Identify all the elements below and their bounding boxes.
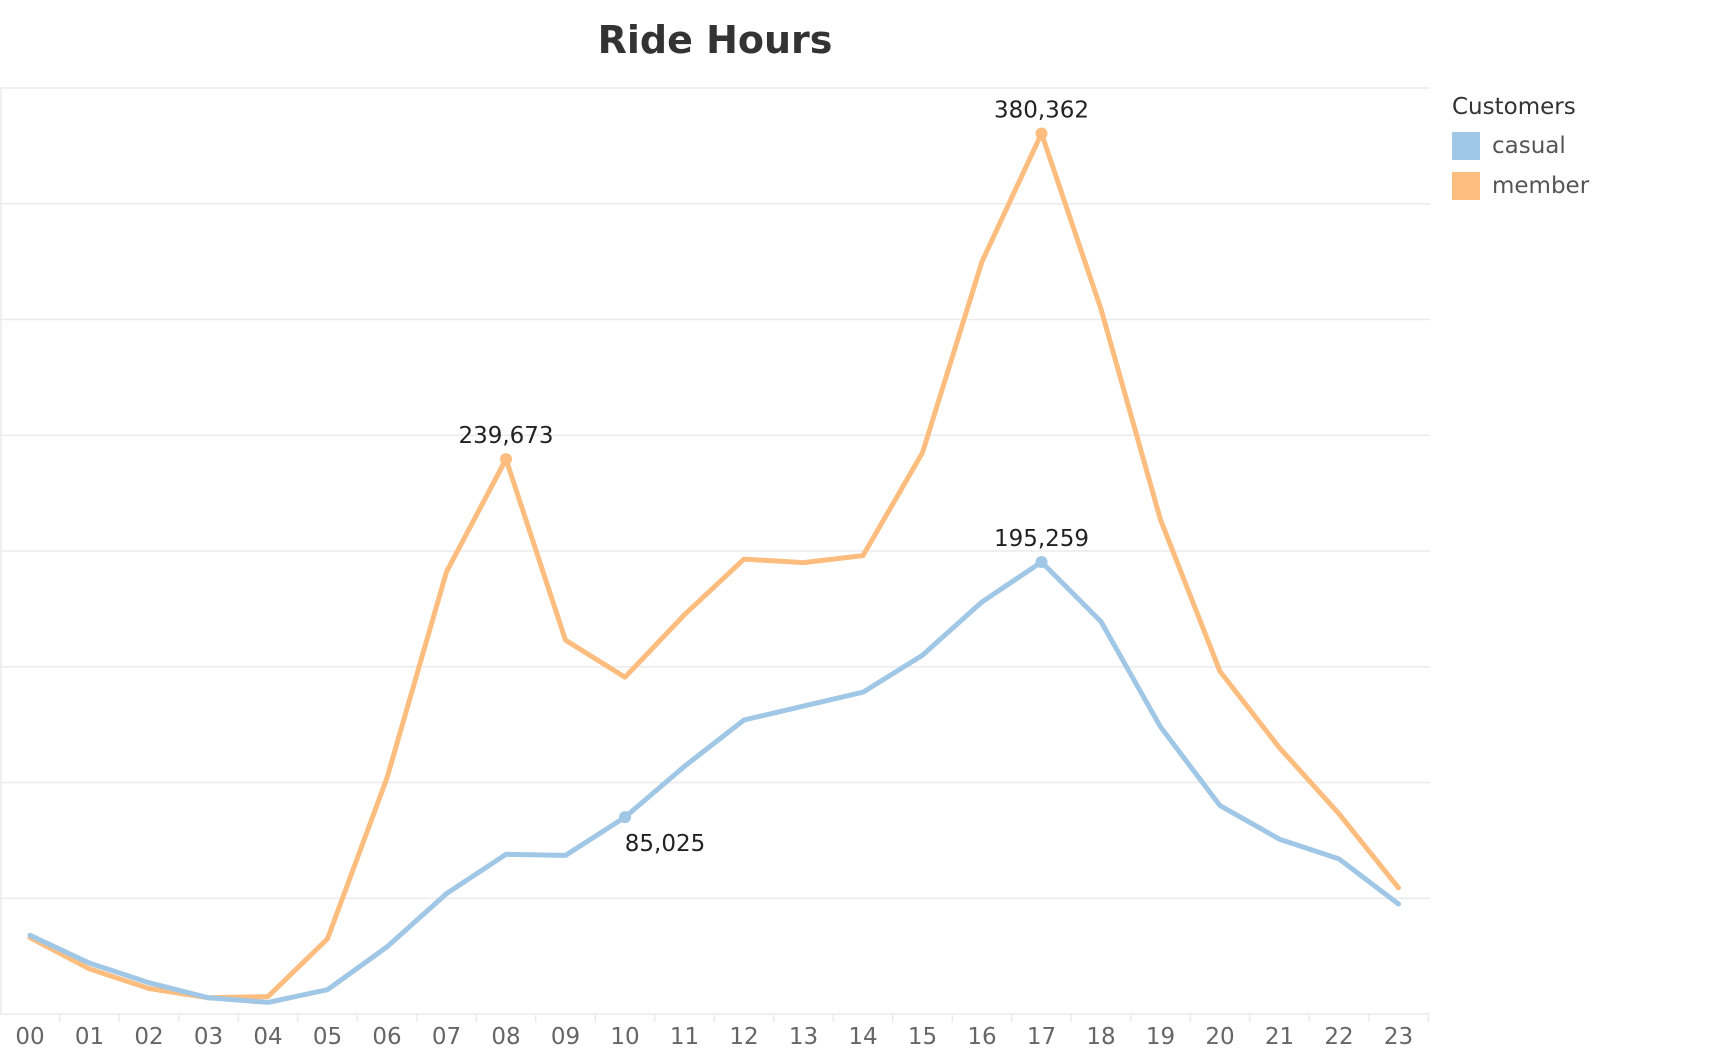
x-tick-label: 22 (1324, 1024, 1353, 1050)
x-tick-label: 09 (551, 1024, 580, 1050)
legend-item-casual[interactable]: casual (1452, 126, 1589, 166)
x-tick-label: 05 (313, 1024, 342, 1050)
x-tick-label: 03 (194, 1024, 223, 1050)
x-tick-label: 20 (1205, 1024, 1234, 1050)
legend: Customers casual member (1452, 94, 1589, 206)
x-tick-label: 12 (729, 1024, 758, 1050)
data-point-member[interactable] (1035, 127, 1048, 140)
x-tick-label: 07 (432, 1024, 461, 1050)
x-tick-label: 16 (967, 1024, 996, 1050)
series-line-member[interactable] (27, 131, 1401, 1001)
data-labels: 85,025 195,259 239,673 380,362 (458, 97, 1089, 857)
x-tick-label: 11 (670, 1024, 699, 1050)
x-axis-ticks: 00 01 02 03 04 05 06 07 08 09 10 11 12 13 14 15 16 17 18 19… (15, 1014, 1429, 1050)
data-point-casual[interactable] (1035, 555, 1048, 568)
legend-swatch-member (1452, 172, 1480, 200)
x-tick-label: 15 (908, 1024, 937, 1050)
data-point-member[interactable] (500, 453, 512, 466)
x-tick-label: 18 (1086, 1024, 1115, 1050)
chart-title: Ride Hours (597, 18, 833, 62)
x-tick-label: 01 (75, 1024, 104, 1050)
legend-label-casual: casual (1492, 133, 1566, 159)
data-label-member: 239,673 (458, 423, 553, 449)
legend-label-member: member (1492, 173, 1590, 199)
legend-title: Customers (1452, 94, 1576, 120)
legend-swatch-casual (1452, 132, 1480, 160)
data-label-casual: 85,025 (625, 831, 705, 857)
data-label-casual: 195,259 (994, 526, 1089, 552)
data-point-casual[interactable] (619, 811, 631, 824)
x-tick-label: 14 (848, 1024, 877, 1050)
legend-item-member[interactable]: member (1452, 166, 1589, 206)
x-tick-label: 19 (1146, 1024, 1175, 1050)
series-lines (27, 131, 1401, 1005)
x-tick-label: 21 (1265, 1024, 1294, 1050)
x-tick-label: 06 (372, 1024, 401, 1050)
x-tick-label: 00 (15, 1024, 44, 1050)
x-tick-label: 17 (1027, 1024, 1056, 1050)
x-tick-label: 13 (789, 1024, 818, 1050)
series-line-casual[interactable] (27, 559, 1401, 1005)
x-tick-label: 10 (610, 1024, 639, 1050)
x-tick-label: 23 (1384, 1024, 1413, 1050)
x-tick-label: 04 (253, 1024, 282, 1050)
data-label-member: 380,362 (994, 97, 1089, 123)
x-tick-label: 08 (491, 1024, 520, 1050)
x-tick-label: 02 (134, 1024, 163, 1050)
grid (0, 87, 1430, 1015)
